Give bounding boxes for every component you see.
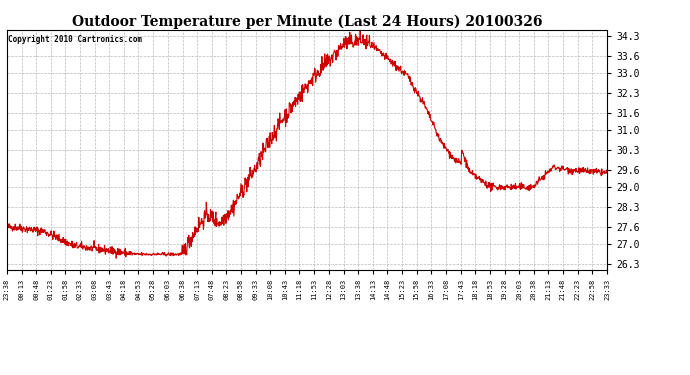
Text: Copyright 2010 Cartronics.com: Copyright 2010 Cartronics.com — [8, 35, 142, 44]
Title: Outdoor Temperature per Minute (Last 24 Hours) 20100326: Outdoor Temperature per Minute (Last 24 … — [72, 15, 542, 29]
